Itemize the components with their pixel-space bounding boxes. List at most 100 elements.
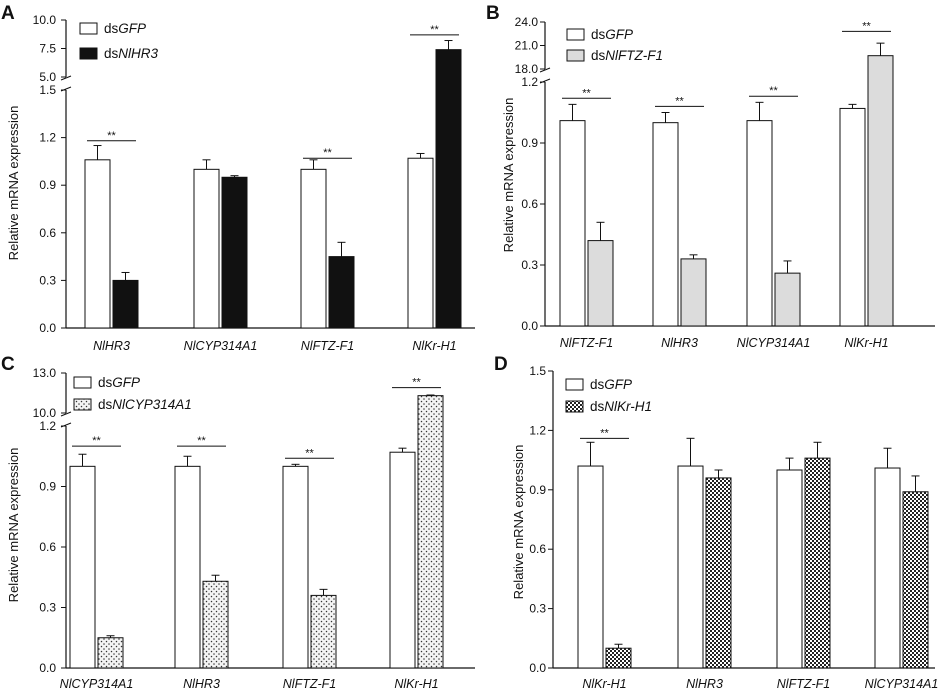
bar (746, 120, 773, 327)
significance-label: ** (862, 20, 871, 32)
y-tick-label: 10.0 (33, 13, 57, 27)
bar (300, 168, 327, 329)
significance-label: ** (769, 85, 778, 97)
y-tick-label: 0.9 (39, 178, 56, 192)
legend-label-gene: NlFTZ-F1 (605, 48, 663, 63)
bar (328, 256, 355, 329)
legend-label-prefix: ds (104, 21, 119, 36)
y-tick-label: 1.2 (521, 75, 538, 89)
y-tick-label: 0.0 (521, 319, 538, 333)
y-tick-label: 0.6 (521, 197, 538, 211)
bar (417, 395, 444, 669)
legend-label: dsGFP (98, 375, 140, 390)
axis-break-mark (60, 411, 72, 417)
significance-label: ** (305, 447, 314, 459)
y-tick-label: 0.6 (529, 542, 546, 556)
y-tick-label: 18.0 (515, 62, 539, 76)
legend-swatch (79, 47, 98, 60)
legend-label-prefix: ds (591, 48, 606, 63)
axis-break-mark (60, 75, 72, 81)
significance-label: ** (323, 147, 332, 159)
y-tick-label: 1.5 (529, 364, 546, 378)
panel-b: B 0.0 0.3 0.6 0.9 1.218.0 21.0 24.0 Relative mRN… (486, 3, 935, 350)
legend-label-gene: NlKr-H1 (604, 399, 652, 414)
bar (867, 55, 894, 327)
y-tick-label: 21.0 (515, 39, 539, 53)
bar (577, 465, 604, 669)
bar (84, 159, 111, 329)
bar (221, 176, 248, 329)
y-axis-label: Relative mRNA expression (511, 445, 526, 600)
y-tick-label: 0.9 (521, 136, 538, 150)
legend-swatch (79, 22, 98, 35)
y-tick-label: 0.6 (39, 226, 56, 240)
x-tick-label: NlKr-H1 (412, 339, 456, 353)
x-tick-label: NlKr-H1 (582, 677, 626, 689)
bar (652, 122, 679, 327)
x-tick-label: NlFTZ-F1 (777, 677, 830, 689)
y-tick-label: 0.3 (529, 602, 546, 616)
x-tick-label: NlCYP314A1 (737, 336, 811, 350)
legend-label-gene: NlHR3 (118, 46, 158, 61)
bar (389, 451, 416, 669)
legend-label-prefix: ds (590, 399, 605, 414)
y-tick-label: 1.2 (529, 423, 546, 437)
legend-label: dsGFP (591, 27, 633, 42)
significance-label: ** (92, 435, 101, 447)
legend-label-gene: NlCYP314A1 (112, 397, 192, 412)
x-tick-label: NlFTZ-F1 (560, 336, 613, 350)
bar (282, 465, 309, 669)
legend-label-prefix: ds (591, 27, 606, 42)
y-tick-label: 0.3 (39, 601, 56, 615)
legend-label-prefix: ds (590, 377, 605, 392)
y-tick-label: 0.9 (39, 480, 56, 494)
legend-label-gene: GFP (118, 21, 146, 36)
y-tick-label: 0.0 (529, 661, 546, 675)
bar (680, 258, 707, 327)
bar (776, 469, 803, 669)
panel-letter: D (494, 354, 508, 375)
x-tick-label: NlHR3 (93, 339, 130, 353)
x-tick-label: NlCYP314A1 (60, 677, 134, 689)
y-tick-label: 1.2 (39, 131, 56, 145)
bar (902, 491, 929, 669)
x-tick-label: NlCYP314A1 (184, 339, 258, 353)
significance-label: ** (675, 95, 684, 107)
y-tick-label: 5.0 (39, 70, 56, 84)
bar (97, 637, 124, 669)
x-tick-label: NlFTZ-F1 (301, 339, 354, 353)
y-tick-label: 0.3 (39, 273, 56, 287)
x-tick-label: NlKr-H1 (844, 336, 888, 350)
y-axis-label: Relative mRNA expression (6, 448, 21, 603)
legend-swatch (566, 49, 585, 62)
legend-label-gene: GFP (112, 375, 140, 390)
legend-label: dsNlCYP314A1 (98, 397, 192, 412)
legend-label-prefix: ds (98, 375, 113, 390)
bar (310, 594, 337, 669)
significance-label: ** (430, 24, 439, 36)
y-tick-label: 0.6 (39, 540, 56, 554)
x-tick-label: NlHR3 (183, 677, 220, 689)
bar (174, 465, 201, 669)
panel-letter: A (1, 3, 15, 24)
y-tick-label: 0.0 (39, 661, 56, 675)
bar (605, 647, 632, 669)
y-tick-label: 0.3 (521, 258, 538, 272)
legend-label: dsGFP (590, 377, 632, 392)
panel-letter: C (1, 354, 15, 375)
panel-a: A 0.0 0.3 0.6 0.9 1.2 1.55.0 7.5 10.0 Relative mR… (1, 3, 475, 353)
bar (774, 272, 801, 327)
y-tick-label: 24.0 (515, 15, 539, 29)
x-tick-label: NlHR3 (661, 336, 698, 350)
panel-c: C 0.0 0.3 0.6 0.9 1.210.0 13.0 Relative mRNA ex… (1, 354, 475, 689)
legend-label: dsNlKr-H1 (590, 399, 652, 414)
legend-swatch (566, 28, 585, 41)
significance-label: ** (412, 377, 421, 389)
bar (407, 157, 434, 329)
legend-swatch (565, 378, 584, 391)
bar (839, 107, 866, 327)
y-tick-label: 1.2 (39, 419, 56, 433)
significance-label: ** (197, 435, 206, 447)
y-tick-label: 13.0 (33, 366, 57, 380)
